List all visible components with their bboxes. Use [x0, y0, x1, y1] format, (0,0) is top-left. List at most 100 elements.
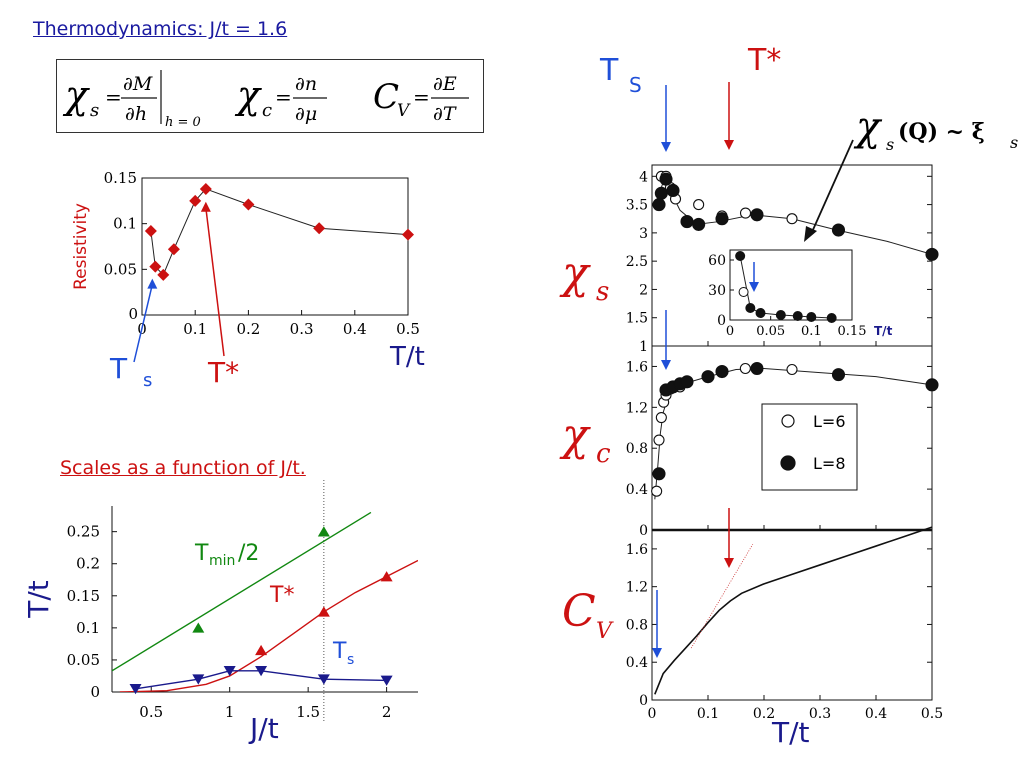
chic-point-1-4	[680, 375, 694, 389]
chic-point-0-0	[651, 485, 663, 497]
chic-point-1-5	[701, 370, 715, 384]
formula-chi-s-cond: h = 0	[165, 115, 201, 130]
inset-point-filled-2	[755, 308, 766, 318]
cv-ts-arrowhead	[652, 648, 662, 658]
chis-ytick-label-3: 2.5	[626, 254, 648, 270]
res-ytick-label-2: 0.15	[104, 169, 137, 187]
scales-xtick-label-1: 1	[225, 703, 235, 721]
scales-ytick-label-2: 0.1	[76, 619, 100, 637]
right-xtick-label-2: 0.2	[753, 706, 775, 722]
chic-point-1-9	[925, 378, 939, 392]
top-ts-sub: S	[629, 73, 642, 97]
scales-ytick-label-3: 0.15	[67, 587, 100, 605]
scales-title-text: Scales as a function of J/t.	[60, 457, 306, 479]
chis-q-sub2: s	[1010, 133, 1018, 152]
chis-point-1-8	[831, 223, 846, 237]
formula-box: χ s = ∂M ∂h h = 0 χ c = ∂n ∂μ C V = ∂E ∂…	[56, 59, 484, 133]
inset-xtick-label-1: 0.05	[756, 324, 785, 339]
chis-point-0-6	[739, 207, 752, 219]
chis-ytick-label-0: 1	[639, 339, 648, 355]
res-xtick-label-2: 0.2	[236, 320, 260, 338]
cv-ylabel: C	[562, 586, 596, 637]
chic-point-0-8	[786, 363, 798, 376]
right-xtick-label-1: 0.1	[697, 706, 719, 722]
formula-svg: χ s = ∂M ∂h h = 0 χ c = ∂n ∂μ C V = ∂E ∂…	[62, 70, 469, 130]
chic-ytick-label-4: 1.6	[626, 359, 648, 375]
scales-label-ts-sub: s	[347, 652, 354, 668]
scales-chart: 0 0.05 0.1 0.15 0.2 0.25 0.5 1 1.5 2 T/t J/t T min/2 T…	[22, 480, 418, 745]
page-title-text: Thermodynamics: J/t = 1.6	[33, 18, 288, 40]
inset-xtick-label-3: 0.15	[838, 324, 867, 339]
cv-ylabel-sub: V	[596, 619, 614, 644]
res-ytick-label-1: 0.1	[113, 215, 137, 233]
chic-legend-marker-0	[781, 414, 795, 428]
scales-point-1-2	[380, 571, 393, 582]
formula-cv-num: ∂E	[433, 73, 457, 95]
inset-ytick-label-0: 0	[717, 313, 726, 329]
chis-q-symbol: χ	[853, 104, 883, 150]
res-line	[150, 188, 409, 276]
chis-q-sub: s	[886, 135, 894, 154]
res-xtick-label-3: 0.3	[290, 320, 314, 338]
res-xtick-label-4: 0.4	[343, 320, 367, 338]
res-origin-label: 0	[128, 305, 138, 323]
chis-point-1-7	[750, 208, 764, 222]
cv-ytick-label-1: 0.4	[626, 655, 648, 671]
scales-point-2-2	[223, 666, 236, 677]
chic-ytick-label-0: 0	[639, 523, 648, 539]
chis-ytick-label-5: 3.5	[626, 198, 648, 214]
formula-cv-sub: V	[397, 101, 411, 121]
chis-ytick-label-1: 1.5	[626, 311, 648, 327]
scales-label-tmin-tail: /2	[238, 541, 259, 566]
formula-chi-s-sub: s	[90, 100, 99, 121]
right-xtick-label-5: 0.5	[921, 706, 943, 722]
inset-point-filled-6	[826, 313, 837, 323]
chic-point-1-0	[652, 467, 666, 481]
chis-point-1-9	[925, 247, 939, 261]
scales-xlabel: J/t	[248, 712, 279, 745]
inset-point-filled-0	[735, 251, 746, 261]
scales-label-tmin-sub: min	[209, 553, 235, 569]
res-ts-label: T	[109, 352, 128, 385]
scales-title[interactable]: Scales as a function of J/t.	[60, 457, 306, 479]
formula-cv-den: ∂T	[433, 103, 457, 125]
chis-ytick-label-4: 3	[639, 226, 648, 242]
scales-line-1	[119, 559, 418, 692]
cv-tstar-arrowhead	[724, 558, 734, 568]
top-ts-arrowhead	[661, 142, 671, 152]
chic-point-0-1	[653, 434, 665, 446]
chis-ylabel: χ	[559, 248, 591, 299]
scales-point-2-5	[380, 675, 393, 686]
formula-chi-c-symbol: χ	[234, 73, 262, 117]
scales-point-0-0	[192, 622, 205, 633]
scales-line-2	[135, 670, 387, 690]
chis-point-1-5	[692, 217, 706, 231]
page-title[interactable]: Thermodynamics: J/t = 1.6	[33, 18, 287, 40]
chic-point-1-7	[750, 361, 764, 376]
cv-ytick-label-2: 0.8	[626, 617, 648, 633]
chic-legend-frame	[761, 403, 858, 491]
chis-point-0-4	[693, 199, 705, 211]
res-xlabel: T/t	[389, 342, 425, 372]
chic-legend-label-0: L=6	[813, 412, 846, 431]
formula-chi-s-symbol: χ	[62, 73, 90, 117]
chic-ylabel-sub: c	[596, 439, 611, 469]
scales-xtick-label-3: 2	[382, 703, 392, 721]
res-point-1	[149, 260, 162, 273]
cv-ytick-label-4: 1.6	[626, 542, 648, 558]
right-frame	[651, 164, 933, 701]
right-xtick-label-3: 0.3	[809, 706, 831, 722]
res-ts-sub: s	[143, 370, 152, 391]
chic-ytick-label-1: 0.4	[626, 482, 648, 498]
formula-chi-c-sub: c	[262, 100, 272, 121]
chis-point-0-7	[786, 213, 798, 225]
scales-xtick-label-2: 1.5	[296, 703, 320, 721]
chic-ylabel: χ	[559, 410, 591, 461]
res-axes-frame	[141, 177, 409, 316]
scales-point-2-1	[192, 674, 205, 685]
thermo-panels: 1 1.5 2 2.5 3 3.5 4 0 0.4 0.8 1.2 1.6 0 0.4 0.8 1.2 1.6 0…	[559, 43, 1018, 749]
scales-ytick-label-1: 0.05	[67, 651, 100, 669]
res-point-3	[167, 243, 180, 256]
chic-ytick-label-3: 1.2	[626, 400, 648, 416]
top-tstar-arrowhead	[724, 140, 734, 150]
